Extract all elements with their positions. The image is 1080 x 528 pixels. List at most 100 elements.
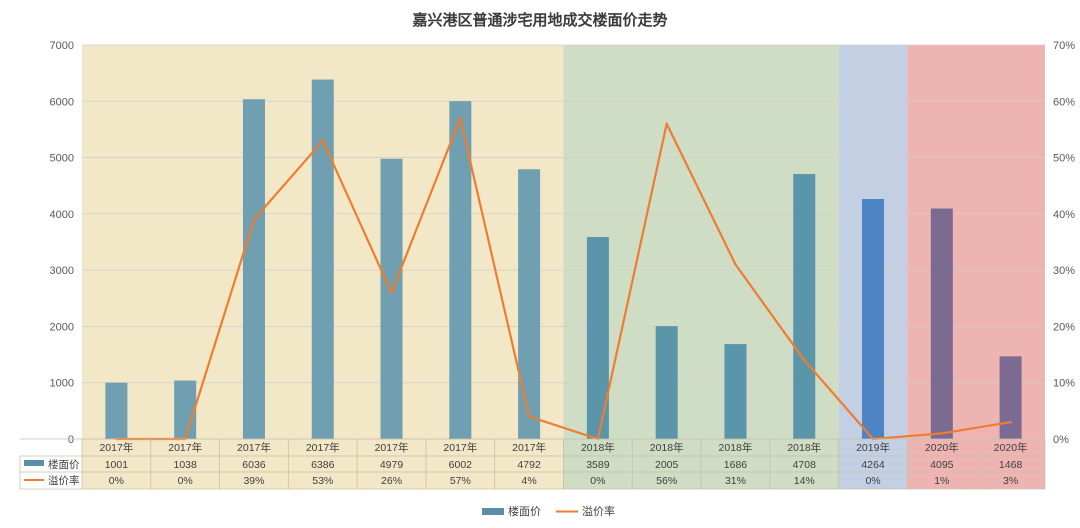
table-key-bar [24, 460, 44, 466]
line-value-label: 3% [1003, 475, 1018, 487]
line-value-label: 0% [590, 475, 605, 487]
x-tick-label: 2018年 [650, 441, 684, 454]
legend-label-bar: 楼面价 [508, 504, 541, 518]
y-right-tick-label: 50% [1053, 153, 1075, 165]
y-left-tick-label: 2000 [50, 321, 74, 333]
legend: 楼面价 溢价率 [482, 504, 615, 518]
bar-value-label: 4979 [380, 459, 404, 471]
line-value-label: 14% [794, 475, 815, 487]
x-tick-label: 2020年 [925, 441, 959, 454]
bar-value-label: 4792 [517, 459, 541, 471]
bar-value-label: 4708 [793, 459, 817, 471]
y-left-tick-label: 3000 [50, 265, 74, 277]
x-tick-label: 2017年 [306, 441, 340, 454]
bar-14 [999, 356, 1022, 439]
bar-9 [655, 326, 678, 439]
legend-key-bar [482, 508, 504, 515]
x-tick-label: 2017年 [512, 441, 546, 454]
y-right-tick-label: 60% [1053, 96, 1075, 108]
bar-value-label: 4264 [861, 459, 885, 471]
x-tick-label: 2018年 [787, 441, 821, 454]
data-table: 2017年 1001 0% 2017年 1038 0% 2017年 6036 39% 2017年 6… [19, 438, 1046, 490]
x-tick-label: 2019年 [856, 441, 890, 454]
y-right-tick-label: 40% [1053, 209, 1075, 221]
bar-10 [724, 344, 747, 439]
x-tick-label: 2020年 [994, 441, 1028, 454]
line-value-label: 0% [109, 475, 124, 487]
line-value-label: 31% [725, 475, 746, 487]
band-2020 [907, 45, 1045, 489]
bar-5 [380, 158, 403, 440]
bar-4 [311, 79, 334, 440]
bar-1 [105, 382, 128, 439]
line-point-11 [803, 359, 806, 362]
legend-label-line: 溢价率 [582, 504, 615, 518]
y-left-tick-label: 5000 [50, 153, 74, 165]
bar-value-label: 6386 [311, 459, 335, 471]
line-value-label: 26% [381, 475, 402, 487]
line-series [115, 116, 1012, 441]
x-tick-label: 2018年 [719, 441, 753, 454]
line-point-9 [665, 122, 668, 126]
table-row-header-bar: 楼面价 [48, 458, 80, 471]
line-value-label: 0% [865, 475, 880, 487]
line-value-label: 1% [934, 475, 949, 487]
bar-3 [242, 99, 265, 439]
bar-12 [862, 198, 885, 439]
y-axis-left: 0 1000 2000 3000 4000 5000 6000 7000 [50, 40, 74, 446]
x-tick-label: 2017年 [168, 441, 202, 454]
line-value-label: 57% [450, 475, 471, 487]
y-right-tick-label: 20% [1053, 321, 1075, 333]
y-left-tick-label: 4000 [50, 209, 74, 221]
line-point-3 [252, 218, 256, 221]
y-axis-right: 0% 10% 20% 30% 40% 50% 60% 70% [1053, 40, 1075, 446]
bar-value-label: 1468 [999, 459, 1023, 471]
bar-6 [449, 101, 472, 439]
y-right-tick-label: 30% [1053, 265, 1075, 277]
chart-title: 嘉兴港区普通涉宅用地成交楼面价走势 [411, 11, 667, 29]
y-right-tick-label: 70% [1053, 40, 1075, 52]
line-value-label: 4% [522, 475, 537, 487]
bar-2 [174, 380, 197, 439]
line-value-label: 56% [656, 475, 677, 487]
y-left-tick-label: 0 [68, 434, 74, 446]
line-path [116, 117, 1011, 441]
x-tick-label: 2017年 [99, 441, 133, 454]
bar-13 [930, 208, 953, 439]
y-right-tick-label: 0% [1053, 434, 1069, 446]
bar-value-label: 1001 [105, 459, 129, 471]
table-row-header-line: 溢价率 [48, 474, 80, 487]
line-point-14 [1009, 420, 1012, 424]
line-value-label: 39% [243, 475, 264, 487]
x-tick-label: 2018年 [581, 441, 615, 454]
bar-value-label: 3589 [586, 459, 610, 471]
bar-series [105, 79, 1022, 440]
bar-11 [793, 174, 816, 440]
background-bands [82, 45, 1045, 489]
line-point-4 [321, 139, 324, 142]
x-tick-label: 2017年 [237, 441, 271, 454]
bar-8 [586, 236, 609, 439]
y-right-tick-label: 10% [1053, 378, 1075, 390]
x-tick-label: 2017年 [443, 441, 477, 454]
bar-7 [518, 169, 541, 439]
bar-value-label: 2005 [655, 459, 679, 471]
y-left-tick-label: 7000 [50, 40, 74, 52]
bar-value-label: 4095 [930, 459, 954, 471]
bar-value-label: 1686 [724, 459, 748, 471]
line-point-10 [734, 263, 737, 266]
line-point-5 [390, 291, 393, 294]
bar-value-label: 6002 [449, 459, 473, 471]
line-point-13 [940, 432, 944, 435]
bar-value-label: 6036 [242, 459, 266, 471]
line-value-label: 0% [178, 475, 193, 487]
line-value-label: 53% [312, 475, 333, 487]
y-left-tick-label: 6000 [50, 96, 74, 108]
line-point-7 [527, 415, 531, 418]
band-2018 [563, 45, 839, 489]
y-left-tick-label: 1000 [50, 378, 74, 390]
line-point-6 [459, 116, 462, 120]
bar-value-label: 1038 [173, 459, 197, 471]
x-tick-label: 2017年 [375, 441, 409, 454]
